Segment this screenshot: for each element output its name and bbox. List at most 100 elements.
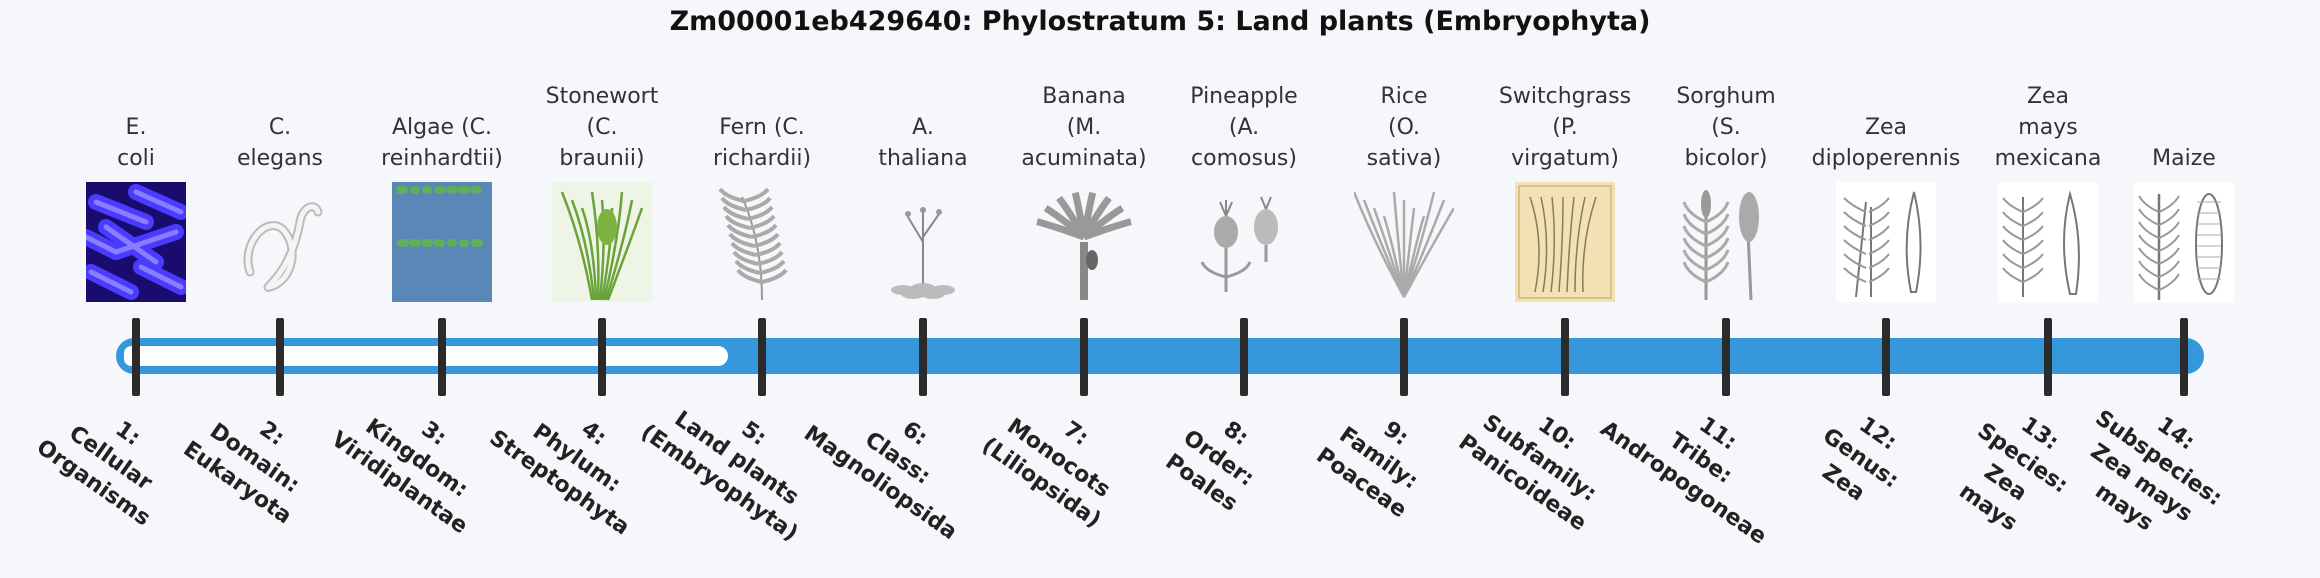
- rank-label-text: 5: Land plants (Embryophyta): [628, 365, 843, 553]
- organism-label-line: Stonewort: [545, 84, 659, 109]
- rice-icon: [1354, 191, 1454, 298]
- organism-label-line: virgatum): [1511, 146, 1619, 171]
- organism-label-line: comosus): [1191, 146, 1297, 171]
- organism-label-line: (C.: [586, 115, 618, 140]
- stratum-tick-2: [276, 318, 284, 396]
- organism-label: Zea mays mexicana: [1973, 70, 2123, 174]
- organism-label: Sorghum (S. bicolor): [1651, 70, 1801, 174]
- organism-label-line: E.: [125, 115, 147, 140]
- organism-label-line: Algae (C.: [391, 115, 493, 140]
- bacteria-icon: [86, 182, 186, 302]
- rank-label-text: 6: Class: Magnoliopsida: [789, 365, 1004, 553]
- organism-label-line: thaliana: [878, 146, 968, 171]
- organism-label-line: diploperennis: [1811, 146, 1961, 171]
- organism-label-line: acuminata): [1021, 146, 1147, 171]
- rank-label-text: 7: Monocots (Liliopsida): [950, 365, 1165, 553]
- sorghum-icon: [1676, 182, 1776, 302]
- organism-label-line: mexicana: [1994, 146, 2102, 171]
- organism-1: E. coli: [61, 70, 211, 302]
- worm-icon: [243, 202, 323, 292]
- progress-bar-unfilled-track: [124, 346, 728, 366]
- banana-plant-icon: [1036, 191, 1132, 300]
- switchgrass-icon: [1515, 182, 1615, 302]
- organism-label: Fern (C. richardii): [687, 70, 837, 174]
- stratum-tick-7: [1080, 318, 1088, 396]
- organism-label: C. elegans: [205, 70, 355, 174]
- organism-label: Rice (O. sativa): [1329, 70, 1479, 174]
- organism-2: C. elegans: [205, 70, 355, 302]
- organism-label: Switchgrass (P. virgatum): [1490, 70, 1640, 174]
- rank-label-text: 4: Phylum: Streptophyta: [468, 365, 683, 553]
- stratum-tick-13: [2044, 318, 2052, 396]
- organism-label-line: richardii): [712, 146, 812, 171]
- organism-label-line: mays: [2018, 115, 2078, 140]
- organism-label-line: (A.: [1228, 115, 1260, 140]
- organism-4: Stonewort (C. braunii): [527, 70, 677, 302]
- maize-icon: [2134, 182, 2234, 302]
- organism-label-line: reinhardtii): [381, 146, 503, 171]
- stratum-tick-5: [758, 318, 766, 396]
- organism-label-line: Zea: [1864, 115, 1908, 140]
- organism-13: Zea mays mexicana: [1973, 70, 2123, 302]
- progress-bar: [116, 338, 2204, 374]
- organism-label-line: (O.: [1387, 115, 1420, 140]
- zea-mexicana-icon: [1998, 182, 2098, 302]
- organism-label-line: (S.: [1711, 115, 1741, 140]
- rank-label-text: 3: Kingdom: Viridiplantae: [308, 365, 523, 553]
- organism-12: Zea diploperennis: [1811, 70, 1961, 302]
- organism-8: Pineapple (A. comosus): [1169, 70, 1319, 302]
- organism-7: Banana (M. acuminata): [1009, 70, 1159, 302]
- pineapple-icon: [1200, 196, 1278, 292]
- worm-icon: [230, 182, 330, 302]
- stratum-tick-8: [1240, 318, 1248, 396]
- organism-label: A. thaliana: [848, 70, 998, 174]
- fern-icon: [712, 182, 812, 302]
- stratum-tick-1: [132, 318, 140, 396]
- stratum-tick-12: [1882, 318, 1890, 396]
- organism-label-line: Rice: [1380, 84, 1428, 109]
- organism-label-line: Sorghum: [1676, 84, 1776, 109]
- bacteria-icon: [86, 182, 186, 302]
- organism-label-line: elegans: [236, 146, 324, 171]
- organism-label-line: Zea: [2026, 84, 2070, 109]
- organism-label: Pineapple (A. comosus): [1169, 70, 1319, 174]
- arabidopsis-icon: [873, 182, 973, 302]
- organism-label-line: sativa): [1366, 146, 1442, 171]
- organism-3: Algae (C. reinhardtii): [367, 70, 517, 302]
- organism-6: A. thaliana: [848, 70, 998, 302]
- organism-label-line: A.: [912, 115, 934, 140]
- stonewort-icon: [552, 182, 652, 302]
- stonewort-icon: [552, 182, 652, 302]
- organism-label-line: Pineapple: [1190, 84, 1298, 109]
- stratum-tick-10: [1561, 318, 1569, 396]
- pineapple-icon: [1194, 182, 1294, 302]
- stratum-tick-4: [598, 318, 606, 396]
- rank-label-text: 11: Tribe: Andropogoneae: [1592, 365, 1807, 553]
- organism-label-line: Switchgrass: [1498, 84, 1632, 109]
- stratum-tick-6: [919, 318, 927, 396]
- organism-label-line: Fern (C.: [719, 115, 805, 140]
- stratum-tick-9: [1400, 318, 1408, 396]
- organism-label: Banana (M. acuminata): [1009, 70, 1159, 174]
- rank-label-text: 10: Subfamily: Panicoideae: [1431, 365, 1646, 553]
- maize-icon: [2134, 182, 2234, 302]
- organism-14: Maize: [2109, 70, 2259, 302]
- zea-diploperennis-icon: [1836, 182, 1936, 302]
- banana-plant-icon: [1034, 182, 1134, 302]
- organism-label: Algae (C. reinhardtii): [367, 70, 517, 174]
- organism-10: Switchgrass (P. virgatum): [1490, 70, 1640, 302]
- organism-label-line: braunii): [559, 146, 645, 171]
- rank-label-text: 8: Order: Poales: [1110, 365, 1325, 553]
- stratum-tick-3: [438, 318, 446, 396]
- zea-diploperennis-icon: [1836, 182, 1936, 302]
- organism-label: Maize: [2109, 70, 2259, 174]
- organism-label-line: C.: [268, 115, 292, 140]
- algae-icon: [392, 182, 492, 302]
- stratum-tick-11: [1722, 318, 1730, 396]
- stratum-tick-14: [2180, 318, 2188, 396]
- organism-label-line: Maize: [2152, 146, 2216, 171]
- fern-icon: [718, 187, 788, 301]
- organism-label: Stonewort (C. braunii): [527, 70, 677, 174]
- rice-icon: [1354, 182, 1454, 302]
- organism-label-line: coli: [117, 146, 155, 171]
